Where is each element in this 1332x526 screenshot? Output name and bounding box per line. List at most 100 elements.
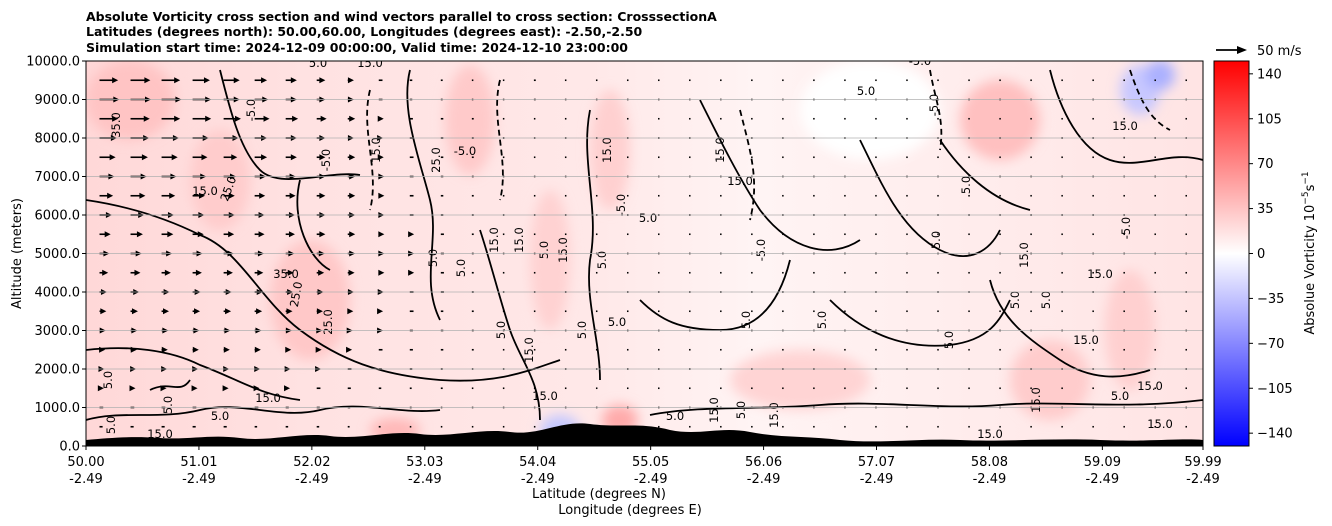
wind-vector	[689, 348, 691, 351]
wind-vector	[377, 154, 384, 161]
wind-vector	[595, 194, 598, 197]
wind-vector	[1154, 348, 1156, 351]
wind-vector	[1154, 387, 1156, 390]
wind-vector	[502, 310, 505, 313]
wind-vector	[1030, 117, 1032, 120]
wind-vector	[533, 79, 536, 82]
wind-vector	[937, 425, 939, 428]
wind-vector	[658, 79, 660, 82]
wind-vector	[192, 154, 208, 161]
x-axis-label-line-2: Longitude (degrees E)	[558, 503, 702, 518]
contour-label: 15.0	[707, 397, 721, 423]
contour-label: 25.0	[321, 309, 335, 335]
contour-label: -5.0	[614, 194, 628, 216]
contour-label: 15.0	[255, 391, 281, 405]
wind-vector	[97, 385, 104, 392]
wind-vector	[285, 77, 297, 84]
wind-vector	[782, 79, 784, 82]
wind-vector	[440, 117, 444, 120]
wind-vector	[937, 310, 939, 313]
wind-vector	[875, 117, 877, 120]
wind-vector	[1185, 425, 1187, 428]
contour-label: 15.0	[600, 137, 614, 163]
wind-vector	[875, 79, 877, 82]
contour-label: 5.0	[734, 401, 748, 419]
wind-vector	[471, 348, 474, 351]
wind-vector	[999, 156, 1001, 159]
x-axis-label-line-1: Latitude (degrees N)	[532, 487, 666, 502]
wind-vector	[130, 308, 138, 315]
wind-vector	[1185, 194, 1187, 197]
wind-vector	[378, 192, 385, 199]
wind-vector	[440, 348, 444, 351]
colorbar-tick-label: −140	[1257, 427, 1293, 442]
wind-vector	[130, 425, 134, 428]
wind-vector	[1123, 233, 1125, 236]
contour-label: 15.0	[556, 237, 570, 263]
contour-label: 15.0	[147, 427, 173, 441]
wind-vector	[844, 233, 846, 236]
chart-title-line-2: Latitudes (degrees north): 50.00,60.00, …	[86, 24, 643, 39]
wind-vector	[533, 271, 536, 274]
wind-vector	[284, 385, 291, 392]
contour-label: 5.0	[942, 331, 956, 349]
wind-vector	[844, 348, 846, 351]
wind-vector	[751, 425, 753, 428]
wind-vector	[844, 310, 846, 313]
wind-vector	[782, 310, 784, 313]
wind-vector	[192, 77, 210, 84]
wind-vector	[192, 269, 202, 276]
wind-vector	[595, 117, 598, 120]
contour-label: 15.0	[713, 137, 727, 163]
wind-vector	[1185, 79, 1187, 82]
wind-vector	[844, 117, 846, 120]
x-tick-label-lat: 53.03	[406, 455, 443, 470]
wind-vector	[875, 156, 877, 159]
wind-vector	[347, 425, 350, 428]
y-tick-label: 4000.0	[35, 286, 81, 301]
wind-vector	[440, 271, 444, 274]
wind-vector	[689, 425, 691, 428]
wind-vector	[1061, 310, 1063, 313]
contour-label: 5.0	[595, 251, 609, 269]
wind-vector	[968, 348, 970, 351]
wind-vector	[720, 425, 722, 428]
wind-vector	[1092, 425, 1094, 428]
contour-label: 15.0	[369, 137, 383, 163]
wind-vector	[999, 79, 1001, 82]
wind-vector	[844, 425, 846, 428]
wind-vector	[316, 308, 323, 315]
contour-label: 15.0	[512, 227, 526, 253]
wind-vector	[1123, 271, 1125, 274]
wind-vector	[409, 387, 412, 390]
wind-vector	[1123, 348, 1125, 351]
wind-vector	[471, 194, 474, 197]
wind-vector	[440, 233, 444, 236]
wind-vector	[720, 310, 722, 313]
wind-vector	[99, 346, 106, 353]
wind-vector	[223, 115, 241, 122]
wind-vector	[254, 308, 263, 315]
contour-label: 15.0	[532, 389, 558, 403]
wind-vector	[720, 387, 722, 390]
wind-vector	[1061, 156, 1063, 159]
wind-vector	[99, 269, 109, 276]
wind-vector	[999, 233, 1001, 236]
wind-vector	[1185, 387, 1187, 390]
wind-vector	[937, 233, 939, 236]
wind-vector	[502, 156, 505, 159]
y-tick-label: 1000.0	[35, 401, 81, 416]
wind-vector	[999, 387, 1001, 390]
wind-vector	[595, 156, 598, 159]
wind-vector	[564, 348, 567, 351]
wind-vector	[533, 233, 536, 236]
wind-vector	[1123, 310, 1125, 313]
wind-vector	[161, 269, 171, 276]
wind-vector	[751, 194, 753, 197]
y-tick-label: 10000.0	[26, 55, 80, 70]
wind-vector	[285, 269, 294, 276]
wind-vector	[689, 79, 691, 82]
wind-vector	[502, 117, 505, 120]
wind-vector	[564, 387, 567, 390]
wind-vector	[471, 79, 474, 82]
